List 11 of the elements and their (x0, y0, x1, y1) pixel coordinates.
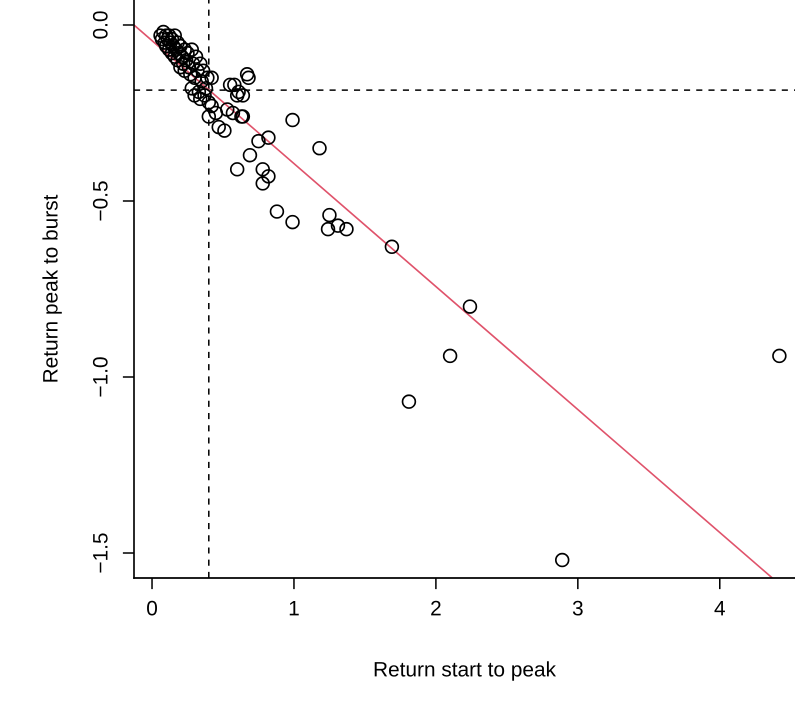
y-tick-label: −0.5 (92, 181, 108, 221)
y-tick-label: 0.0 (92, 11, 108, 39)
x-tick-label: 0 (147, 600, 158, 616)
y-axis-title: Return peak to burst (42, 194, 62, 382)
x-tick-label: 2 (431, 600, 441, 616)
y-tick-label: −1.5 (93, 533, 108, 573)
x-tick-label: 3 (572, 600, 583, 616)
x-axis-title: Return start to peak (374, 661, 556, 681)
x-tick-label: 4 (714, 600, 725, 616)
y-tick-label: −1.0 (92, 357, 108, 397)
x-tick-label: 1 (290, 600, 299, 616)
